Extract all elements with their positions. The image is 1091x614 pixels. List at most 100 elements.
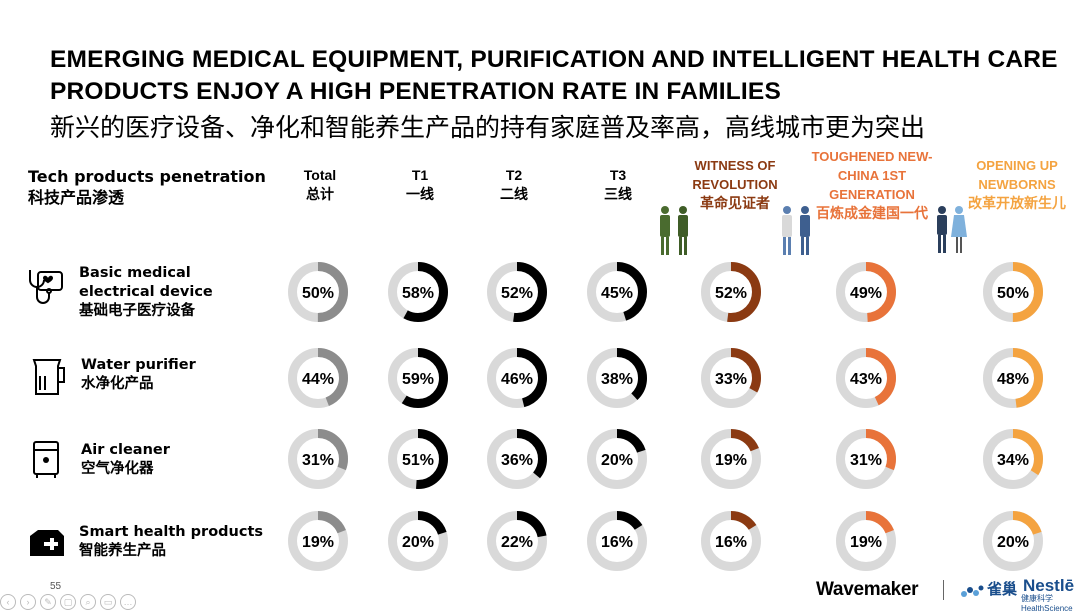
donut-value-label: 20% xyxy=(601,452,633,469)
donut-value-label: 16% xyxy=(715,534,747,551)
donut-arc xyxy=(288,348,348,408)
donut-arc xyxy=(836,348,896,408)
play-icon[interactable]: › xyxy=(20,594,36,610)
column-header-en: T1 xyxy=(411,167,429,183)
donut-value-label: 19% xyxy=(850,534,882,551)
donut-2-1: 51% xyxy=(388,429,448,489)
copy-icon[interactable]: ▢ xyxy=(60,594,76,610)
donut-3-3: 16% xyxy=(587,511,647,571)
column-header-zh: 改革开放新生儿 xyxy=(968,195,1066,211)
donut-value-label: 33% xyxy=(715,371,747,388)
column-header-zh: 革命见证者 xyxy=(700,195,770,211)
column-header-zh: 总计 xyxy=(306,186,334,202)
row-label-water: Water purifier 水净化产品 xyxy=(81,356,196,394)
donut-value-label: 31% xyxy=(850,452,882,469)
column-header-newborns: OPENING UP NEWBORNS 改革开放新生儿 xyxy=(958,156,1076,213)
donut-1-0: 44% xyxy=(288,348,348,408)
column-header-t3: T3 三线 xyxy=(588,166,648,204)
zoom-icon[interactable]: ⌕ xyxy=(80,594,96,610)
donut-value-label: 52% xyxy=(715,285,747,302)
donut-arc xyxy=(836,429,896,489)
donut-value-label: 43% xyxy=(850,371,882,388)
donut-arc xyxy=(701,348,761,408)
donut-arc xyxy=(587,429,647,489)
donut-value-label: 22% xyxy=(501,534,533,551)
young-couple-illustration xyxy=(937,206,967,253)
donut-value-label: 52% xyxy=(501,285,533,302)
donut-0-0: 50% xyxy=(288,262,348,322)
donut-arc xyxy=(388,511,448,571)
donut-value-label: 31% xyxy=(302,452,334,469)
donut-1-3: 38% xyxy=(587,348,647,408)
donut-value-label: 45% xyxy=(601,285,633,302)
column-header-new-china: TOUGHENED NEW-CHINA 1ST GENERATION 百炼成金建… xyxy=(798,147,946,223)
donut-value-label: 50% xyxy=(302,285,334,302)
row-label-air: Air cleaner 空气净化器 xyxy=(81,441,170,479)
wavemaker-logo: Wavemaker xyxy=(816,579,919,600)
column-header-t2: T2 二线 xyxy=(484,166,544,204)
row-label-en: Basic medical electrical device xyxy=(79,265,213,300)
soldiers-illustration xyxy=(660,206,688,255)
donut-value-label: 46% xyxy=(501,371,533,388)
donut-arc xyxy=(983,511,1043,571)
donut-value-label: 16% xyxy=(601,534,633,551)
donut-3-4: 16% xyxy=(701,511,761,571)
donut-0-2: 52% xyxy=(487,262,547,322)
workers-illustration xyxy=(782,206,810,255)
row-label-en: Air cleaner xyxy=(81,442,170,458)
row-label-zh: 空气净化器 xyxy=(81,461,154,477)
column-header-en: T2 xyxy=(505,167,523,183)
row-label-zh: 基础电子医疗设备 xyxy=(79,303,195,319)
row-label-en: Smart health products xyxy=(79,524,264,540)
column-header-zh: 百炼成金建国一代 xyxy=(816,205,928,221)
donut-value-label: 19% xyxy=(302,534,334,551)
donut-value-label: 59% xyxy=(402,371,434,388)
donut-arc xyxy=(487,262,547,322)
row-label-en: Water purifier xyxy=(81,357,196,373)
screen-icon[interactable]: ▭ xyxy=(100,594,116,610)
donut-value-label: 38% xyxy=(601,371,633,388)
donut-2-6: 34% xyxy=(983,429,1043,489)
column-header-en: TOUGHENED NEW-CHINA 1ST GENERATION xyxy=(811,149,933,202)
row-label-smart: Smart health products 智能养生产品 xyxy=(79,523,263,561)
donut-3-2: 22% xyxy=(487,511,547,571)
row-label-zh: 水净化产品 xyxy=(81,376,154,392)
donut-value-label: 49% xyxy=(850,285,882,302)
donut-3-6: 20% xyxy=(983,511,1043,571)
donut-arc xyxy=(587,262,647,322)
page-number: 55 xyxy=(50,581,62,592)
pen-icon[interactable]: ✎ xyxy=(40,594,56,610)
row-label-medical: Basic medical electrical device 基础电子医疗设备 xyxy=(79,264,219,321)
donut-arc xyxy=(487,348,547,408)
donut-arc xyxy=(701,429,761,489)
donut-arc xyxy=(288,511,348,571)
column-header-en: Total xyxy=(303,167,337,183)
donut-value-label: 36% xyxy=(501,452,533,469)
donut-value-label: 51% xyxy=(402,452,434,469)
nestle-nest-icon xyxy=(961,585,984,597)
donut-value-label: 48% xyxy=(997,371,1029,388)
more-icon[interactable]: … xyxy=(120,594,136,610)
donut-arc xyxy=(701,511,761,571)
healthscience-label: 健康科学 HealthScience xyxy=(1021,594,1073,613)
donut-2-2: 36% xyxy=(487,429,547,489)
donut-0-6: 50% xyxy=(983,262,1043,322)
donut-0-5: 49% xyxy=(836,262,896,322)
back-icon[interactable]: ‹ xyxy=(0,594,16,610)
donut-arc xyxy=(288,262,348,322)
donut-arc xyxy=(388,262,448,322)
donut-arc xyxy=(288,429,348,489)
air-purifier-icon xyxy=(33,441,59,478)
row-header-en: Tech products penetration xyxy=(28,167,266,186)
donut-arc xyxy=(587,348,647,408)
donut-0-4: 52% xyxy=(701,262,761,322)
donut-arc xyxy=(587,511,647,571)
donut-arc xyxy=(701,262,761,322)
column-header-en: OPENING UP NEWBORNS xyxy=(976,158,1058,192)
donut-2-5: 31% xyxy=(836,429,896,489)
page-title: EMERGING MEDICAL EQUIPMENT, PURIFICATION… xyxy=(50,46,1058,105)
donut-arc xyxy=(983,262,1043,322)
nestle-zh-logo: 雀巢 xyxy=(987,581,1018,598)
column-header-zh: 三线 xyxy=(604,186,632,202)
donut-arc xyxy=(487,429,547,489)
